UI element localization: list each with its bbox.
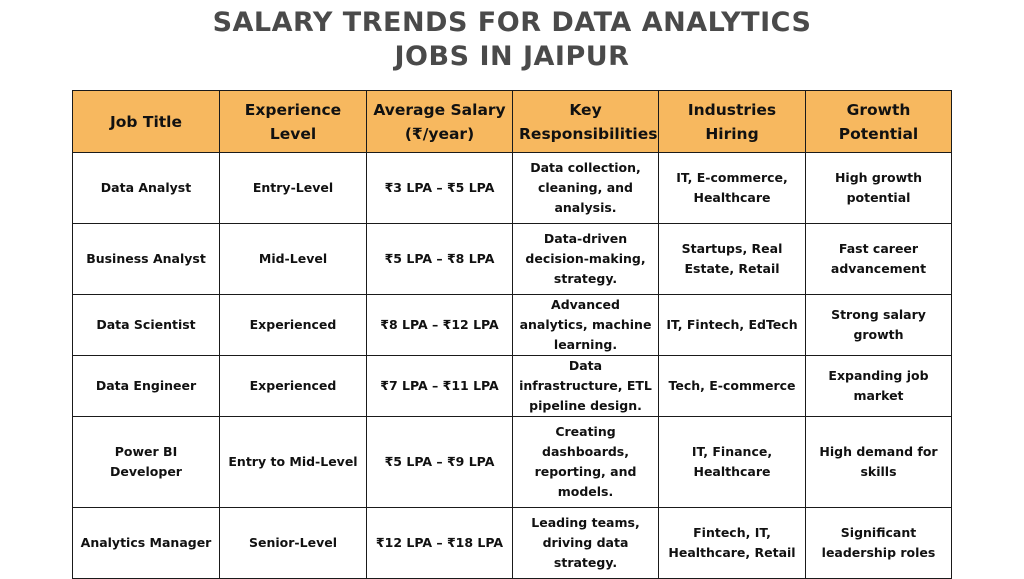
cell-industries-hiring: Fintech, IT, Healthcare, Retail bbox=[658, 507, 806, 579]
cell-experience-level: Experienced bbox=[219, 355, 367, 417]
cell-average-salary: ₹7 LPA – ₹11 LPA bbox=[366, 355, 513, 417]
cell-experience-level: Senior-Level bbox=[219, 507, 367, 579]
cell-experience-level: Experienced bbox=[219, 294, 367, 356]
page-title-line-2: JOBS IN JAIPUR bbox=[394, 41, 630, 72]
table-row: Data Analyst Entry-Level ₹3 LPA – ₹5 LPA… bbox=[72, 152, 952, 224]
cell-job-title: Business Analyst bbox=[72, 223, 220, 295]
cell-key-responsibilities: Data collection, cleaning, and analysis. bbox=[512, 152, 659, 224]
table-row: Business Analyst Mid-Level ₹5 LPA – ₹8 L… bbox=[72, 223, 952, 295]
page-title: SALARY TRENDS FOR DATA ANALYTICS JOBS IN… bbox=[0, 6, 1024, 74]
cell-industries-hiring: Startups, Real Estate, Retail bbox=[658, 223, 806, 295]
table-header-row: Job Title Experience Level Average Salar… bbox=[72, 90, 952, 153]
header-growth-potential: Growth Potential bbox=[805, 90, 952, 153]
cell-key-responsibilities: Leading teams, driving data strategy. bbox=[512, 507, 659, 579]
header-key-responsibilities: Key Responsibilities bbox=[512, 90, 659, 153]
table-row: Data Engineer Experienced ₹7 LPA – ₹11 L… bbox=[72, 355, 952, 417]
header-experience-level: Experience Level bbox=[219, 90, 367, 153]
cell-industries-hiring: Tech, E-commerce bbox=[658, 355, 806, 417]
cell-key-responsibilities: Data infrastructure, ETL pipeline design… bbox=[512, 355, 659, 417]
cell-industries-hiring: IT, Fintech, EdTech bbox=[658, 294, 806, 356]
cell-growth-potential: Expanding job market bbox=[805, 355, 952, 417]
cell-job-title: Analytics Manager bbox=[72, 507, 220, 579]
cell-average-salary: ₹5 LPA – ₹8 LPA bbox=[366, 223, 513, 295]
header-average-salary: Average Salary (₹/year) bbox=[366, 90, 513, 153]
cell-experience-level: Entry-Level bbox=[219, 152, 367, 224]
cell-growth-potential: High demand for skills bbox=[805, 416, 952, 508]
cell-average-salary: ₹3 LPA – ₹5 LPA bbox=[366, 152, 513, 224]
cell-key-responsibilities: Data-driven decision-making, strategy. bbox=[512, 223, 659, 295]
cell-average-salary: ₹8 LPA – ₹12 LPA bbox=[366, 294, 513, 356]
cell-key-responsibilities: Creating dashboards, reporting, and mode… bbox=[512, 416, 659, 508]
page-title-line-1: SALARY TRENDS FOR DATA ANALYTICS bbox=[212, 7, 812, 38]
cell-job-title: Data Engineer bbox=[72, 355, 220, 417]
cell-experience-level: Mid-Level bbox=[219, 223, 367, 295]
table-row: Power BI Developer Entry to Mid-Level ₹5… bbox=[72, 416, 952, 508]
cell-growth-potential: Strong salary growth bbox=[805, 294, 952, 356]
cell-key-responsibilities: Advanced analytics, machine learning. bbox=[512, 294, 659, 356]
cell-experience-level: Entry to Mid-Level bbox=[219, 416, 367, 508]
cell-average-salary: ₹5 LPA – ₹9 LPA bbox=[366, 416, 513, 508]
cell-average-salary: ₹12 LPA – ₹18 LPA bbox=[366, 507, 513, 579]
cell-job-title: Power BI Developer bbox=[72, 416, 220, 508]
cell-industries-hiring: IT, Finance, Healthcare bbox=[658, 416, 806, 508]
table-row: Analytics Manager Senior-Level ₹12 LPA –… bbox=[72, 507, 952, 579]
cell-growth-potential: High growth potential bbox=[805, 152, 952, 224]
header-industries-hiring: Industries Hiring bbox=[658, 90, 806, 153]
cell-growth-potential: Significant leadership roles bbox=[805, 507, 952, 579]
salary-table: Job Title Experience Level Average Salar… bbox=[72, 90, 952, 579]
cell-growth-potential: Fast career advancement bbox=[805, 223, 952, 295]
table-row: Data Scientist Experienced ₹8 LPA – ₹12 … bbox=[72, 294, 952, 356]
header-job-title: Job Title bbox=[72, 90, 220, 153]
cell-industries-hiring: IT, E-commerce, Healthcare bbox=[658, 152, 806, 224]
cell-job-title: Data Analyst bbox=[72, 152, 220, 224]
cell-job-title: Data Scientist bbox=[72, 294, 220, 356]
